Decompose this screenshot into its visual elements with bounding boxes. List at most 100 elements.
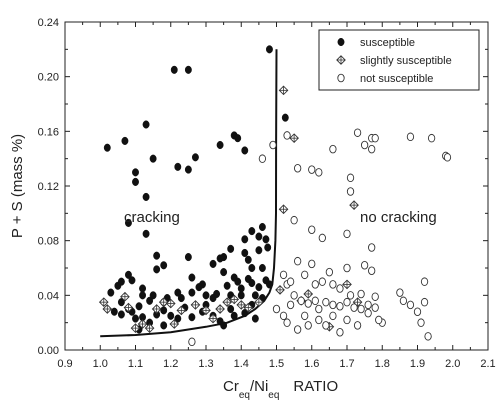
point-susceptible [234,134,242,143]
x-tick-label: 1.4 [234,358,249,370]
x-label-ni: /Ni [250,378,268,395]
y-tick-label: 0.20 [38,72,59,84]
annotation-no-cracking: no cracking [360,209,437,226]
point-susceptible [213,289,221,299]
point-not-susceptible [368,144,376,154]
x-label-cr: Cr [223,378,239,395]
point-susceptible [241,309,249,318]
x-label-sub-eq-2: eq [268,390,279,401]
point-susceptible [142,229,150,238]
point-not-susceptible [304,299,312,308]
point-not-susceptible [406,132,415,142]
point-not-susceptible [272,304,281,314]
point-susceptible [255,232,263,241]
point-susceptible [237,291,245,300]
point-susceptible [128,276,136,285]
point-susceptible [216,140,224,150]
point-slightly-susceptible [169,319,180,329]
point-slightly-susceptible [201,305,211,316]
point-susceptible [248,263,256,273]
point-slightly-susceptible [144,323,155,333]
point-susceptible [160,261,168,270]
point-slightly-susceptible [130,323,141,333]
point-slightly-susceptible [254,297,264,308]
y-tick-label: 0.12 [38,181,59,193]
point-susceptible [248,278,256,288]
point-susceptible [244,255,252,264]
point-slightly-susceptible [137,319,148,329]
point-susceptible [107,288,115,297]
point-not-susceptible [329,280,337,289]
point-susceptible [188,273,196,282]
point-susceptible [262,276,270,285]
point-susceptible [184,253,192,262]
point-not-susceptible [343,229,351,239]
x-tick-label: 1.5 [269,358,284,370]
x-label-ratio: RATIO [293,378,338,395]
x-tick-labels: 0.9 1.0 1.1 1.2 1.3 1.4 1.5 1.6 1.7 1.8 1.9 2.0 2.1 [57,358,495,370]
point-slightly-susceptible [215,304,225,314]
x-axis-label: Creq/NieqRATIO [223,378,338,401]
legend-marker-not-susceptible [337,73,345,83]
point-not-susceptible [286,277,295,286]
point-not-susceptible [293,325,302,334]
point-not-susceptible [293,256,302,266]
point-not-susceptible [343,315,351,325]
legend-label-not-susceptible: not susceptible [360,73,433,85]
point-susceptible [121,136,129,145]
point-susceptible [160,321,168,330]
point-not-susceptible [443,153,452,162]
point-susceptible [125,218,132,227]
point-not-susceptible [290,215,298,225]
point-not-susceptible [406,300,415,310]
point-slightly-susceptible [120,291,130,302]
point-not-susceptible [304,321,312,330]
point-susceptible [153,251,161,260]
x-tick-label: 2.1 [480,358,495,370]
y-tick-label: 0.04 [38,290,59,302]
point-susceptible [255,283,263,292]
point-susceptible [258,222,266,232]
point-susceptible [132,314,139,323]
point-susceptible [202,291,210,300]
point-not-susceptible [290,291,298,300]
point-not-susceptible [371,303,379,312]
point-slightly-susceptible [349,200,359,210]
point-susceptible [174,162,182,171]
point-not-susceptible [283,131,291,140]
point-not-susceptible [279,270,288,280]
point-not-susceptible [368,243,376,252]
point-not-susceptible [315,168,323,177]
point-susceptible [117,310,125,319]
point-susceptible [209,259,217,268]
point-not-susceptible [420,277,429,286]
point-susceptible [149,154,157,163]
legend-marker-susceptible [337,37,345,47]
point-slightly-susceptible [158,297,169,308]
point-not-susceptible [301,311,309,321]
point-slightly-susceptible [123,302,134,313]
boundary-curve [100,49,278,338]
point-susceptible [266,45,273,54]
point-susceptible [234,277,242,286]
point-slightly-susceptible [190,300,201,310]
point-susceptible [241,235,249,244]
point-slightly-susceptible [165,298,176,309]
point-susceptible [191,153,199,162]
point-slightly-susceptible [222,297,232,308]
point-not-susceptible [343,297,351,307]
point-susceptible [139,291,147,300]
x-tick-label: 1.1 [128,358,143,370]
point-not-susceptible [346,187,355,196]
point-not-susceptible [371,133,379,143]
point-susceptible [223,281,231,290]
point-susceptible [132,177,139,186]
point-susceptible [167,311,175,320]
point-susceptible [170,65,178,74]
x-tick-label: 1.3 [198,358,213,370]
point-not-susceptible [325,267,334,277]
point-not-susceptible [336,284,344,293]
point-not-susceptible [258,154,267,163]
point-susceptible [103,143,111,152]
point-not-susceptible [308,165,316,174]
